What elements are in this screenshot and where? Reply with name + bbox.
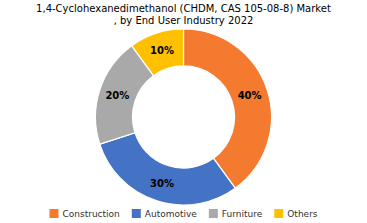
title: 1,4-Cyclohexanedimethanol (CHDM, CAS 105… <box>36 3 331 26</box>
data-label: 40% <box>238 90 262 101</box>
data-label: 10% <box>150 45 174 56</box>
legend-swatch <box>49 209 58 218</box>
legend-label: Furniture <box>222 209 263 219</box>
chart: 1,4-Cyclohexanedimethanol (CHDM, CAS 105… <box>0 0 367 223</box>
legend-item: Others <box>274 209 318 219</box>
legend: Construction Automotive Furniture Others <box>49 209 317 219</box>
data-label: 20% <box>105 90 129 101</box>
data-label: 30% <box>150 178 174 189</box>
legend-swatch <box>274 209 283 218</box>
legend-swatch <box>209 209 218 218</box>
legend-label: Construction <box>62 209 119 219</box>
legend-item: Furniture <box>209 209 263 219</box>
donut <box>96 29 272 205</box>
legend-swatch <box>132 209 141 218</box>
legend-label: Others <box>287 209 318 219</box>
legend-item: Automotive <box>132 209 198 219</box>
data-labels: 40% 30% 20% 10% <box>105 45 261 188</box>
legend-label: Automotive <box>145 209 198 219</box>
slice <box>132 29 184 76</box>
slice <box>100 133 235 205</box>
slice <box>184 29 272 188</box>
legend-item: Construction <box>49 209 119 219</box>
